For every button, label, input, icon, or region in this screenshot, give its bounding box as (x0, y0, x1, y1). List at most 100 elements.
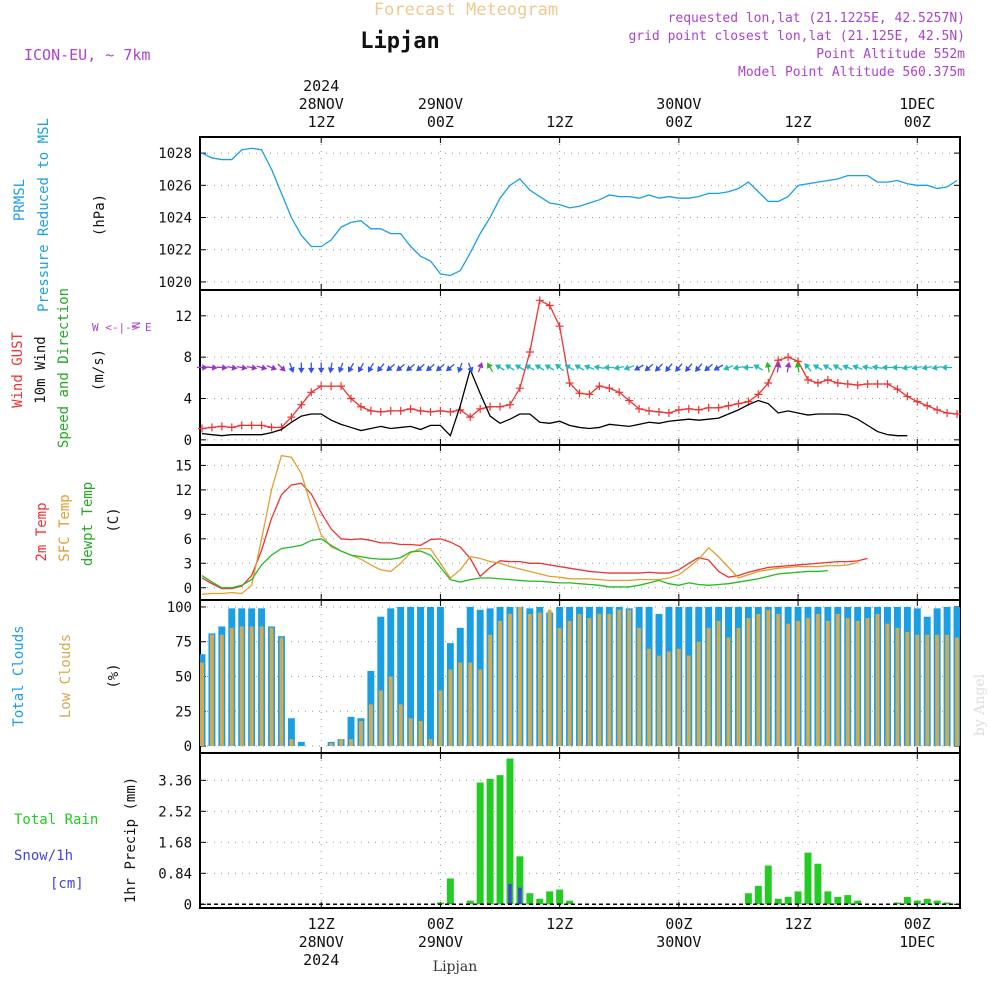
clouds-low_clouds-bar (200, 662, 204, 747)
wind-arrow-head (377, 365, 384, 372)
gust-marker (356, 402, 365, 411)
gust-marker (366, 406, 375, 415)
precip-rain-bar (943, 902, 951, 905)
wind-arrow-head (613, 364, 620, 371)
gust-marker (804, 375, 812, 384)
gust-marker (307, 388, 316, 397)
clouds-low_clouds-bar (508, 613, 512, 747)
gust-marker (674, 405, 683, 414)
clouds-low_clouds-bar (428, 739, 433, 747)
bottom-time-label: 12Z (785, 915, 812, 933)
wind-ytick-label: 0 (184, 433, 192, 449)
clouds-low_clouds-bar (905, 631, 910, 747)
clouds-low_clouds-bar (915, 634, 920, 747)
clouds-low_clouds-bar (398, 704, 403, 747)
wind-arrow-head (524, 364, 532, 371)
gust-marker (714, 403, 723, 412)
wind-arrow-head (231, 364, 238, 371)
wind-arrow-head (270, 364, 277, 371)
clouds-total_clouds-bar (397, 606, 405, 747)
wind-arrow-head (357, 366, 364, 373)
precip-ytick-label: 1.68 (158, 835, 192, 851)
wind-arrow-head (221, 364, 228, 371)
wind-arrow-head (241, 364, 248, 371)
temp-ytick-label: 15 (175, 458, 192, 474)
precip-snow-bar (508, 884, 512, 905)
precip-ytick-label: 0 (184, 897, 192, 913)
wind-arrow-head (654, 365, 662, 372)
precip-rain-bar (496, 775, 504, 905)
precip-unit: 1hr Precip (mm) (123, 777, 139, 903)
precip-rain-bar (546, 891, 554, 905)
clouds-low_clouds-bar (647, 648, 651, 747)
info-point-altitude: Point Altitude 552m (816, 47, 965, 62)
gust-marker (555, 322, 564, 331)
precip-rain-bar (486, 778, 494, 905)
clouds-low_clouds-bar (627, 609, 632, 747)
location-title: Lipjan (360, 29, 439, 54)
clouds-low_clouds-bar (796, 620, 800, 747)
clouds-low_clouds-bar (488, 634, 493, 747)
gust-marker (327, 382, 336, 391)
info-requested: requested lon,lat (21.1225E, 42.5257N) (668, 11, 965, 26)
gust-marker (704, 403, 713, 412)
pressure-label-line1: PRMSL (12, 179, 28, 221)
precip-label-line3: [cm] (50, 876, 84, 892)
clouds-low_clouds-bar (349, 739, 353, 747)
clouds-low_clouds-bar (210, 634, 214, 747)
clouds-total_clouds-bar (427, 606, 434, 747)
wind-arrow-head (881, 364, 888, 371)
wind-arrow-head (742, 364, 749, 371)
pressure-ytick-label: 1022 (158, 243, 192, 259)
clouds-total_clouds-bar (347, 716, 355, 747)
clouds-low_clouds-bar (607, 613, 612, 747)
wind-arrow-head (812, 364, 820, 371)
clouds-low_clouds-bar (527, 613, 532, 747)
temp-ytick-label: 6 (184, 532, 192, 548)
gust-marker (535, 296, 544, 305)
wind-arrow-head (675, 365, 682, 372)
wind-arrow-head (534, 364, 542, 371)
clouds-low_clouds-bar (736, 627, 741, 747)
wind-arrow-head (202, 364, 208, 371)
gust-marker (575, 389, 584, 398)
clouds-label-line1: Total Clouds (11, 625, 27, 726)
gust-marker (635, 404, 644, 413)
footer-location: Lipjan (433, 959, 477, 975)
temp-ytick-label: 12 (175, 483, 192, 499)
wind-arrow-head (317, 367, 325, 374)
clouds-low_clouds-bar (329, 743, 334, 747)
clouds-total_clouds-bar (417, 606, 425, 747)
clouds-low_clouds-bar (359, 721, 363, 747)
wind-ytick-label: 12 (175, 309, 192, 325)
clouds-low_clouds-bar (498, 620, 502, 747)
clouds-low_clouds-bar (279, 637, 284, 747)
clouds-low_clouds-bar (746, 618, 751, 747)
bottom-time-label: 00Z (665, 915, 692, 933)
gust-marker (525, 348, 534, 356)
gust-marker (863, 380, 872, 389)
clouds-low_clouds-bar (577, 613, 582, 747)
pressure-label: PRMSL Pressure Reduced to MSL (hPa) (12, 118, 108, 312)
bottom-time-label: 12Z (546, 915, 573, 933)
clouds-total_clouds-bar (287, 718, 295, 747)
wind-arrow-head (753, 364, 760, 371)
wind-arrow-head (732, 364, 739, 371)
clouds-low_clouds-bar (676, 648, 681, 747)
wind-arrow-head (704, 365, 711, 372)
precip-rain-bar (814, 863, 822, 905)
clouds-low_clouds-bar (517, 606, 522, 747)
pressure-frame (199, 136, 961, 291)
wind-arrow-head (211, 364, 218, 371)
clouds-low_clouds-bar (219, 634, 224, 747)
wind-arrow-head (495, 364, 502, 371)
wind-arrow-head (584, 364, 591, 371)
temp-dewpoint-line (201, 538, 828, 589)
gust-marker (227, 423, 236, 432)
clouds-low_clouds-bar (885, 623, 890, 747)
gust-marker (505, 400, 514, 409)
temp-label-line2: SFC Temp (57, 494, 73, 561)
wind-arrow-head (921, 364, 928, 371)
gust-marker (625, 396, 634, 405)
precip-rain-bar (466, 900, 474, 905)
